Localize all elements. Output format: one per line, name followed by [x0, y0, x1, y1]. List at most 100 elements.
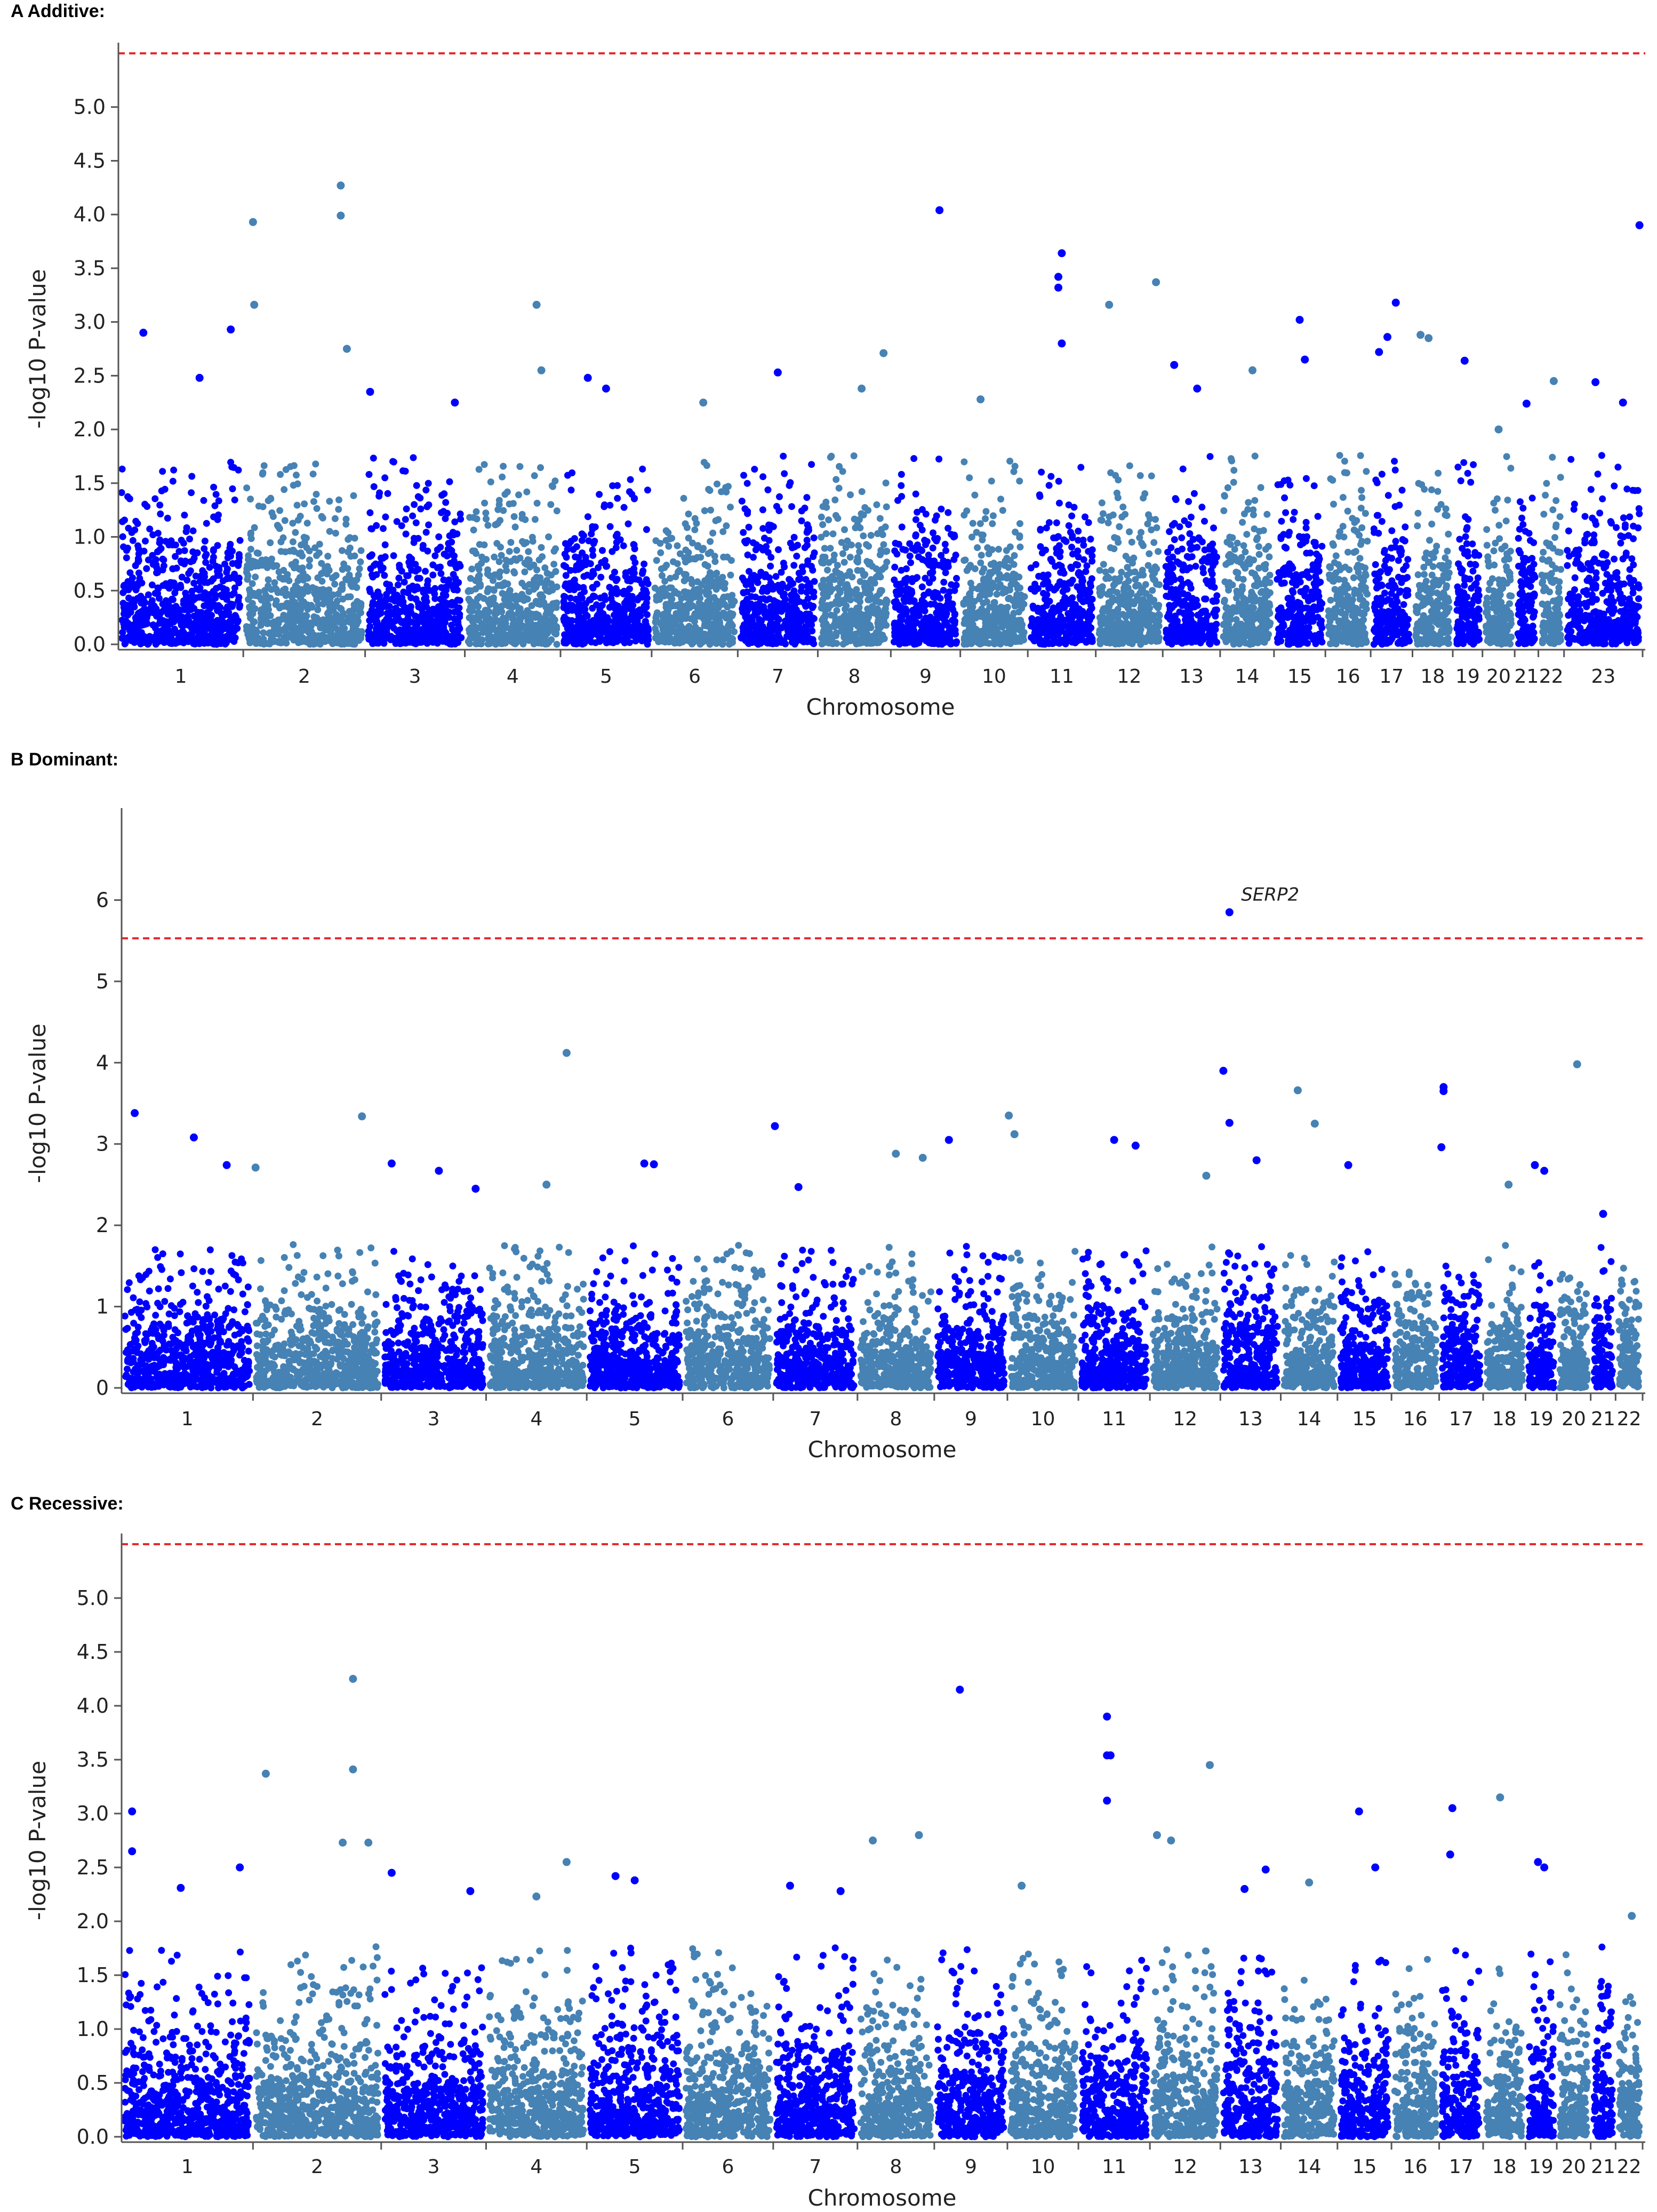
snp-point [853, 640, 860, 648]
snp-point [854, 606, 861, 614]
snp-point [422, 568, 429, 575]
snp-point [481, 541, 488, 548]
snp-point [249, 557, 256, 565]
snp-point [617, 536, 624, 544]
snp-point [247, 496, 254, 503]
snp-point [406, 562, 413, 570]
snp-point [331, 580, 339, 588]
snp-point [639, 567, 647, 574]
snp-point [123, 621, 130, 629]
snp-point [412, 596, 420, 603]
snp-point [318, 560, 325, 567]
snp-point [293, 501, 301, 509]
snp-point [960, 620, 968, 627]
snp-point [209, 629, 216, 637]
snp-point [161, 485, 169, 493]
snp-point [439, 635, 446, 642]
snp-point [596, 491, 603, 498]
snp-point [533, 582, 540, 590]
snp-point [446, 532, 453, 539]
snp-point [387, 633, 395, 640]
snp-point [367, 565, 374, 572]
snp-point [569, 469, 576, 476]
snp-point [1010, 468, 1018, 475]
snp-point [129, 632, 137, 639]
snp-point [283, 613, 290, 620]
snp-point [175, 548, 183, 555]
snp-point [281, 517, 289, 524]
snp-point [731, 628, 738, 635]
snp-point [427, 613, 434, 621]
snp-point [145, 591, 152, 598]
snp-point [181, 560, 188, 568]
snp-point [933, 512, 940, 520]
snp-point [944, 509, 952, 516]
snp-point [230, 614, 238, 621]
snp-point [963, 567, 971, 574]
snp-point [446, 478, 453, 485]
snp-point [466, 635, 474, 643]
snp-point [181, 512, 188, 519]
snp-point [787, 581, 794, 588]
snp-point [380, 635, 387, 643]
snp-point [716, 601, 723, 609]
snp-point [924, 634, 932, 642]
snp-point [738, 498, 746, 505]
snp-point [431, 590, 438, 597]
snp-point [653, 557, 660, 564]
snp-point [765, 521, 773, 529]
snp-point [291, 548, 298, 555]
snp-point [802, 603, 810, 610]
snp-point [525, 548, 532, 555]
snp-point [810, 534, 818, 541]
snp-point [246, 635, 253, 643]
snp-point [537, 464, 544, 472]
snp-point [764, 486, 772, 493]
snp-point [499, 473, 506, 481]
snp-point [516, 616, 524, 624]
snp-point [246, 588, 254, 596]
snp-point [1075, 528, 1082, 535]
snp-point [907, 592, 914, 599]
snp-point [711, 553, 718, 560]
snp-point [221, 639, 229, 646]
snp-point [202, 634, 209, 641]
snp-point [978, 552, 985, 559]
snp-point [511, 523, 519, 531]
snp-point [169, 596, 177, 603]
snp-point [451, 615, 458, 622]
snp-point [966, 474, 973, 482]
snp-point [201, 537, 209, 545]
snp-point [789, 635, 797, 643]
snp-point [865, 542, 872, 550]
snp-point [589, 546, 596, 554]
snp-point [265, 576, 272, 584]
snp-point [835, 570, 842, 577]
snp-point [922, 574, 929, 582]
snp-point [614, 482, 621, 489]
snp-point [356, 565, 363, 572]
snp-point [622, 572, 629, 580]
snp-point [380, 525, 387, 532]
snp-point [356, 608, 363, 615]
snp-point [210, 547, 217, 555]
snp-point [178, 573, 186, 581]
snp-point [275, 568, 283, 576]
snp-point [906, 552, 914, 560]
snp-point [515, 491, 522, 499]
snp-point [349, 630, 356, 638]
snp-point [132, 517, 140, 525]
chromosome-8-points [818, 452, 891, 648]
snp-point [931, 594, 939, 601]
snp-point [421, 629, 429, 636]
snp-point [694, 578, 701, 586]
snp-point [482, 614, 490, 622]
snp-point [810, 593, 818, 601]
snp-point [500, 462, 507, 470]
snp-point [146, 525, 154, 533]
snp-point [713, 635, 720, 643]
snp-point [538, 627, 545, 635]
snp-point [169, 565, 177, 572]
snp-point [946, 588, 953, 595]
snp-point [156, 501, 164, 509]
